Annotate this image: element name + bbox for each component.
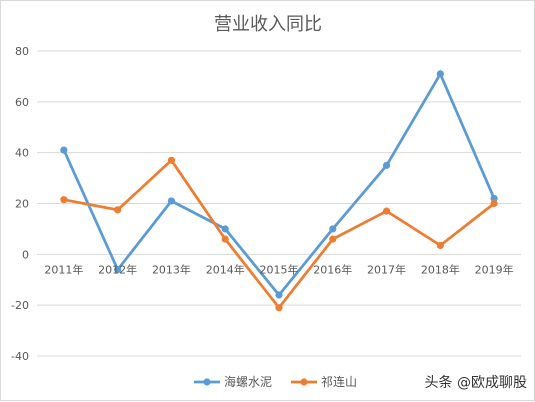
y-tick-label: 0 <box>22 248 29 261</box>
y-tick-label: -40 <box>11 350 29 363</box>
x-tick-label: 2015年 <box>260 262 299 276</box>
data-point <box>275 304 283 312</box>
data-point <box>167 156 176 164</box>
data-point <box>436 70 444 78</box>
x-tick-label: 2012年 <box>98 262 137 276</box>
y-tick-label: 60 <box>15 96 29 109</box>
data-point <box>60 196 68 204</box>
x-tick-label: 2018年 <box>421 262 460 276</box>
data-point <box>114 265 122 274</box>
data-point <box>221 225 229 233</box>
x-tick-label: 2019年 <box>475 262 514 276</box>
y-tick-label: 40 <box>15 147 29 160</box>
legend-label: 海螺水泥 <box>224 374 272 389</box>
data-point <box>114 206 122 214</box>
data-point <box>329 235 337 243</box>
x-tick-label: 2011年 <box>44 262 83 276</box>
x-tick-label: 2013年 <box>152 262 191 276</box>
data-point <box>221 235 229 243</box>
y-tick-label: -20 <box>11 299 29 312</box>
x-tick-label: 2014年 <box>206 262 245 276</box>
series-lines <box>60 70 498 312</box>
legend-label: 祁连山 <box>321 374 357 389</box>
series-line-1 <box>62 72 496 297</box>
y-axis-ticks: 80 60 40 20 0 -20 -40 <box>11 45 29 363</box>
x-axis-ticks: 2011年 2012年 2013年 2014年 2015年 2016年 2017年 2018年… <box>44 262 513 276</box>
data-point <box>382 161 391 169</box>
data-point <box>167 197 176 205</box>
x-tick-label: 2016年 <box>313 262 352 276</box>
data-point <box>60 146 68 154</box>
legend-swatch-marker <box>203 378 211 386</box>
data-point <box>275 291 283 299</box>
watermark-text: 头条 @欧成聊股 <box>425 374 527 391</box>
series-line-2 <box>62 158 496 310</box>
data-point <box>490 194 498 203</box>
data-point <box>436 241 444 250</box>
legend: 海螺水泥 祁连山 <box>194 374 357 389</box>
y-tick-label: 80 <box>15 45 29 58</box>
data-point <box>490 199 498 208</box>
chart-title: 营业收入同比 <box>214 14 322 35</box>
x-tick-label: 2017年 <box>367 262 406 276</box>
y-tick-label: 20 <box>15 198 29 211</box>
data-point <box>329 225 337 233</box>
legend-swatch-marker <box>300 378 308 386</box>
data-point <box>382 207 391 215</box>
